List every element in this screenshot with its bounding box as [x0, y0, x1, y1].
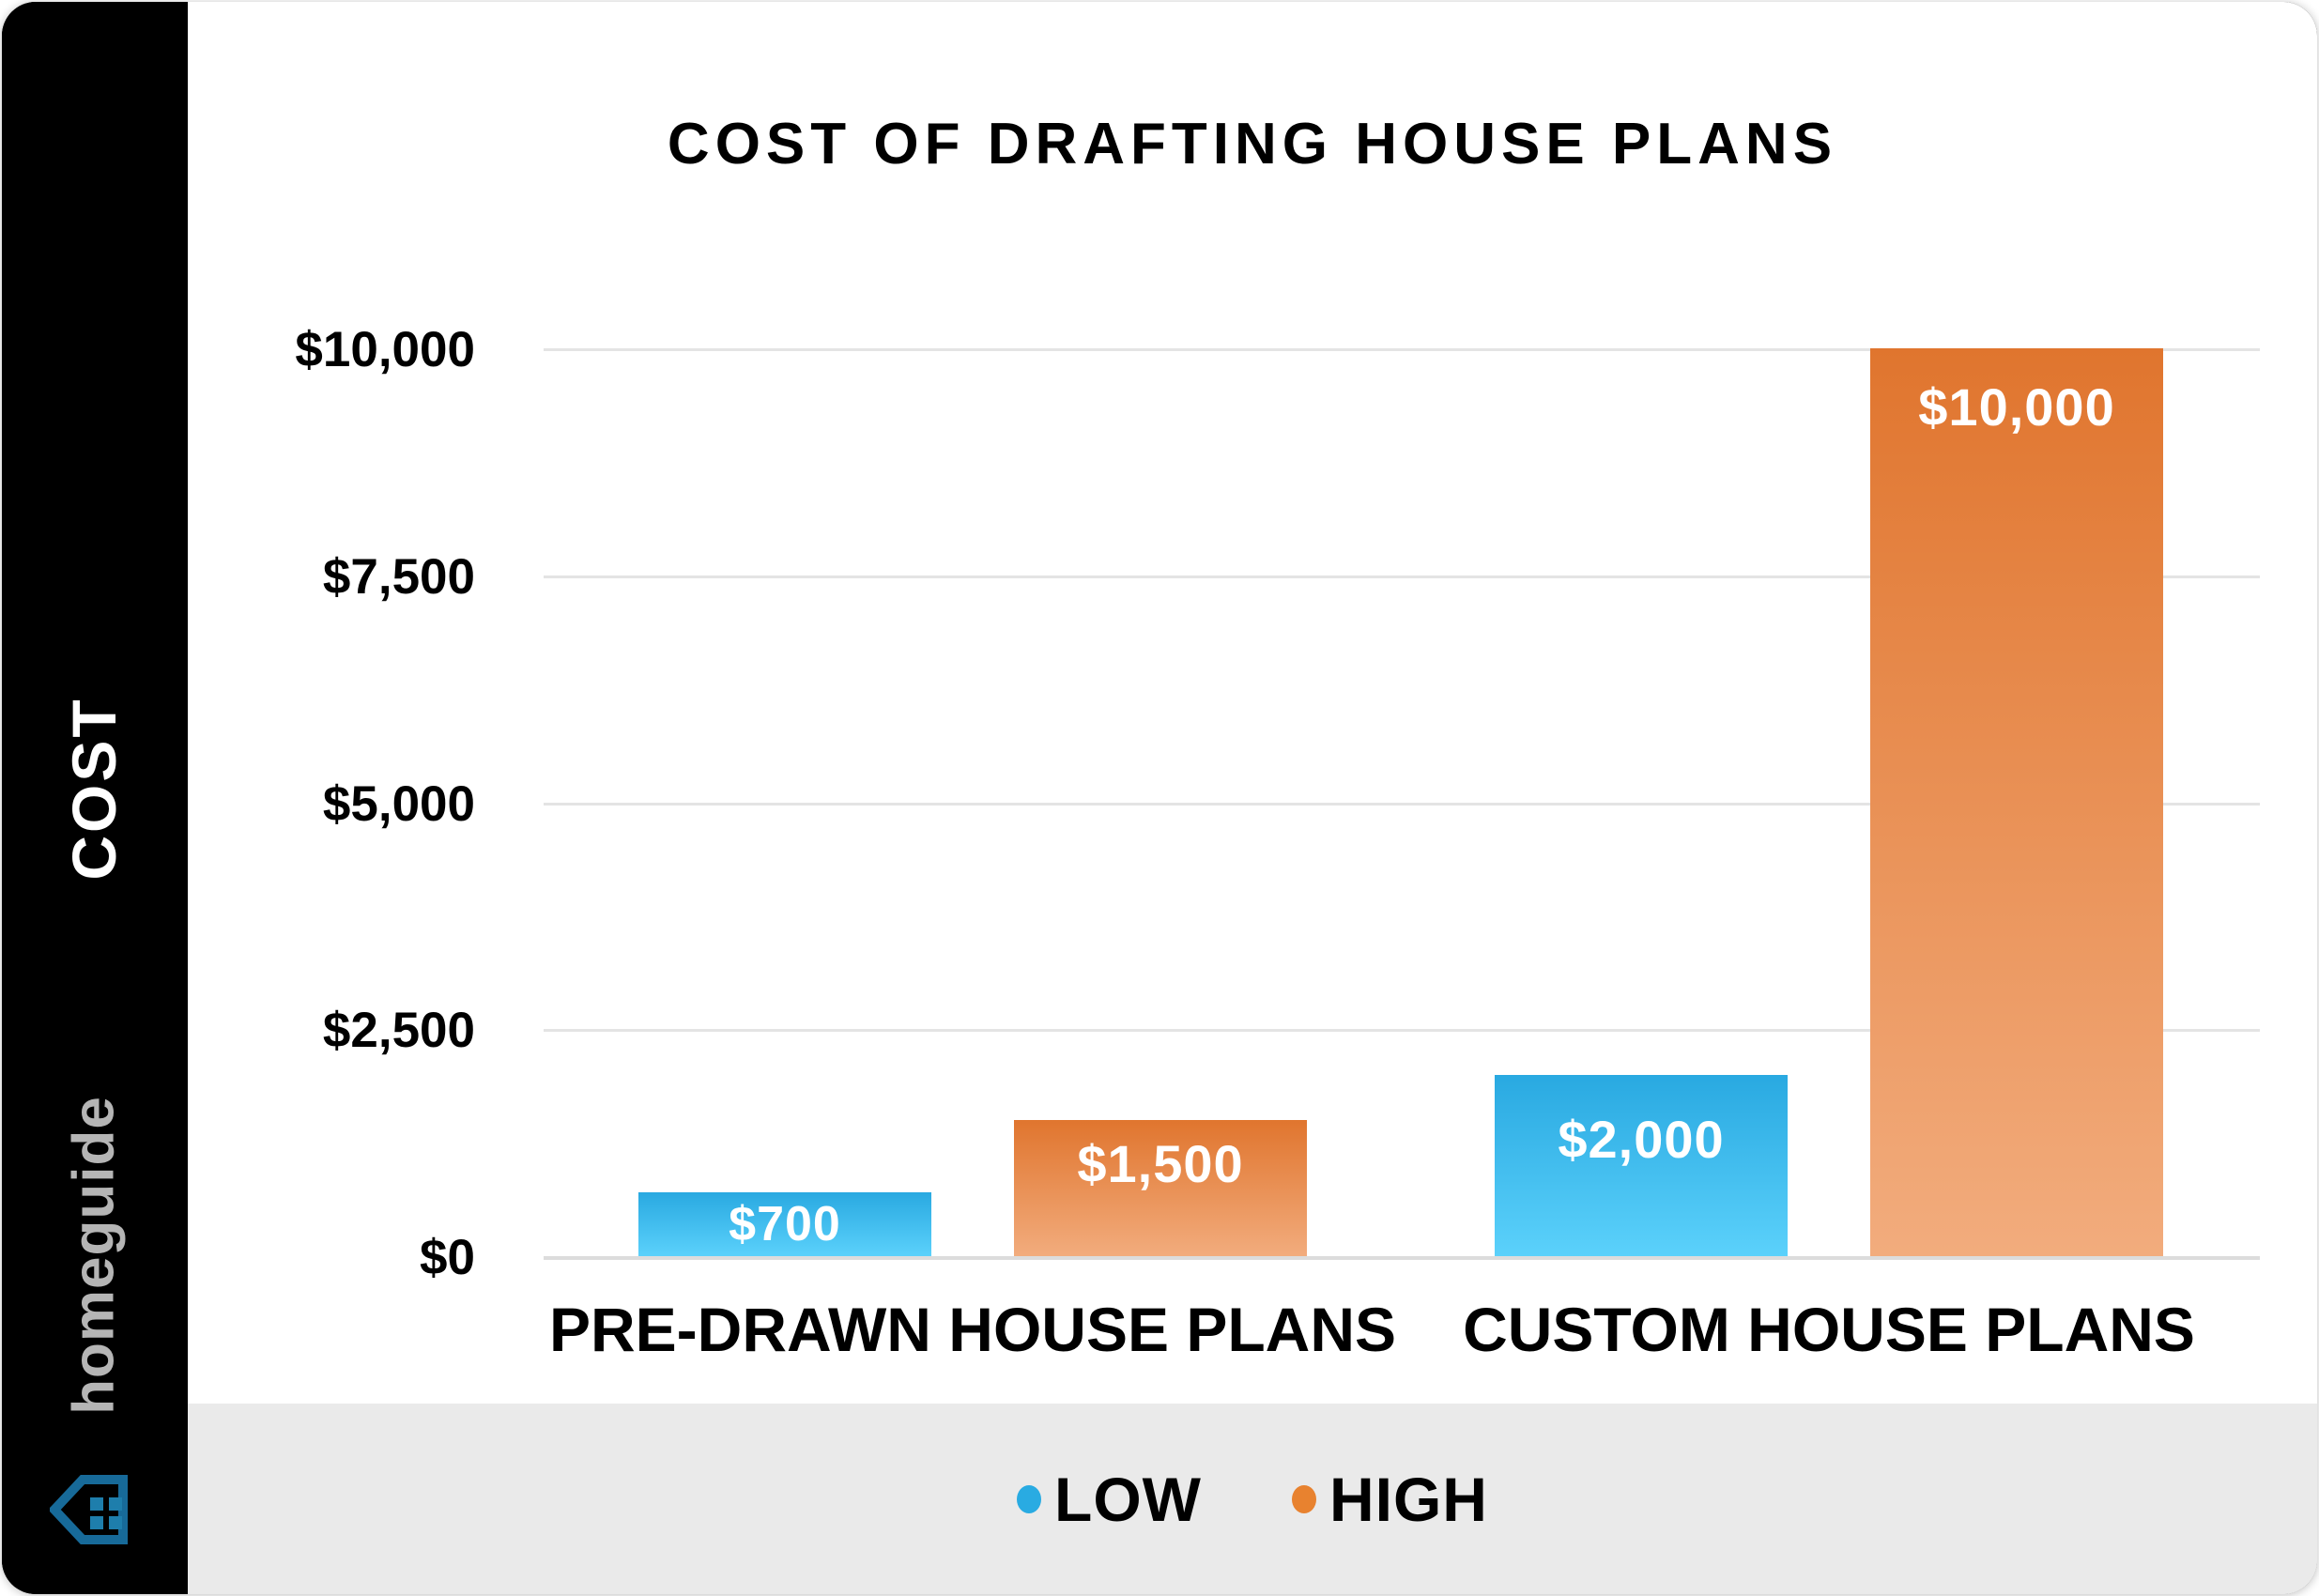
bar-predrawn-high: $1,500: [1014, 1120, 1307, 1256]
legend-footer: LOW HIGH: [188, 1404, 2317, 1594]
bar-value-label: $2,000: [1558, 1110, 1725, 1169]
category-label-custom: CUSTOM HOUSE PLANS: [1463, 1295, 2195, 1364]
bar-custom-high: $10,000: [1870, 348, 2163, 1256]
bar-predrawn-low: $700: [638, 1192, 931, 1256]
category-label-predrawn: PRE-DRAWN HOUSE PLANS: [548, 1295, 1397, 1364]
gridline-10000: [544, 348, 2260, 351]
sidebar: COST homeguide: [2, 2, 188, 1594]
legend-label-low: LOW: [1054, 1464, 1202, 1534]
brand-logotype: homeguide: [61, 1096, 127, 1415]
legend-item-low: LOW: [1017, 1464, 1202, 1535]
legend-dot-low: [1017, 1484, 1042, 1513]
cost-axis-title: COST: [59, 697, 129, 881]
chart-title: COST OF DRAFTING HOUSE PLANS: [667, 112, 1838, 176]
ytick-2500: $2,500: [322, 1003, 475, 1058]
x-axis-baseline: [544, 1256, 2260, 1260]
gridline-7500: [544, 575, 2260, 578]
ytick-0: $0: [420, 1230, 475, 1285]
homeguide-house-icon: [48, 1474, 129, 1550]
ytick-7500: $7,500: [322, 549, 475, 605]
bar-value-label: $10,000: [1918, 377, 2115, 437]
bar-custom-low: $2,000: [1495, 1075, 1788, 1256]
ytick-10000: $10,000: [295, 322, 475, 377]
legend-label-high: HIGH: [1328, 1464, 1488, 1534]
ytick-5000: $5,000: [322, 776, 475, 832]
chart-panel: COST OF DRAFTING HOUSE PLANS $10,000 $7,…: [188, 2, 2317, 1594]
bar-value-label: $700: [729, 1197, 841, 1251]
gridline-5000: [544, 803, 2260, 806]
bar-value-label: $1,500: [1077, 1134, 1244, 1193]
legend-item-high: HIGH: [1291, 1464, 1488, 1535]
gridline-2500: [544, 1029, 2260, 1032]
legend-dot-high: [1291, 1484, 1316, 1513]
